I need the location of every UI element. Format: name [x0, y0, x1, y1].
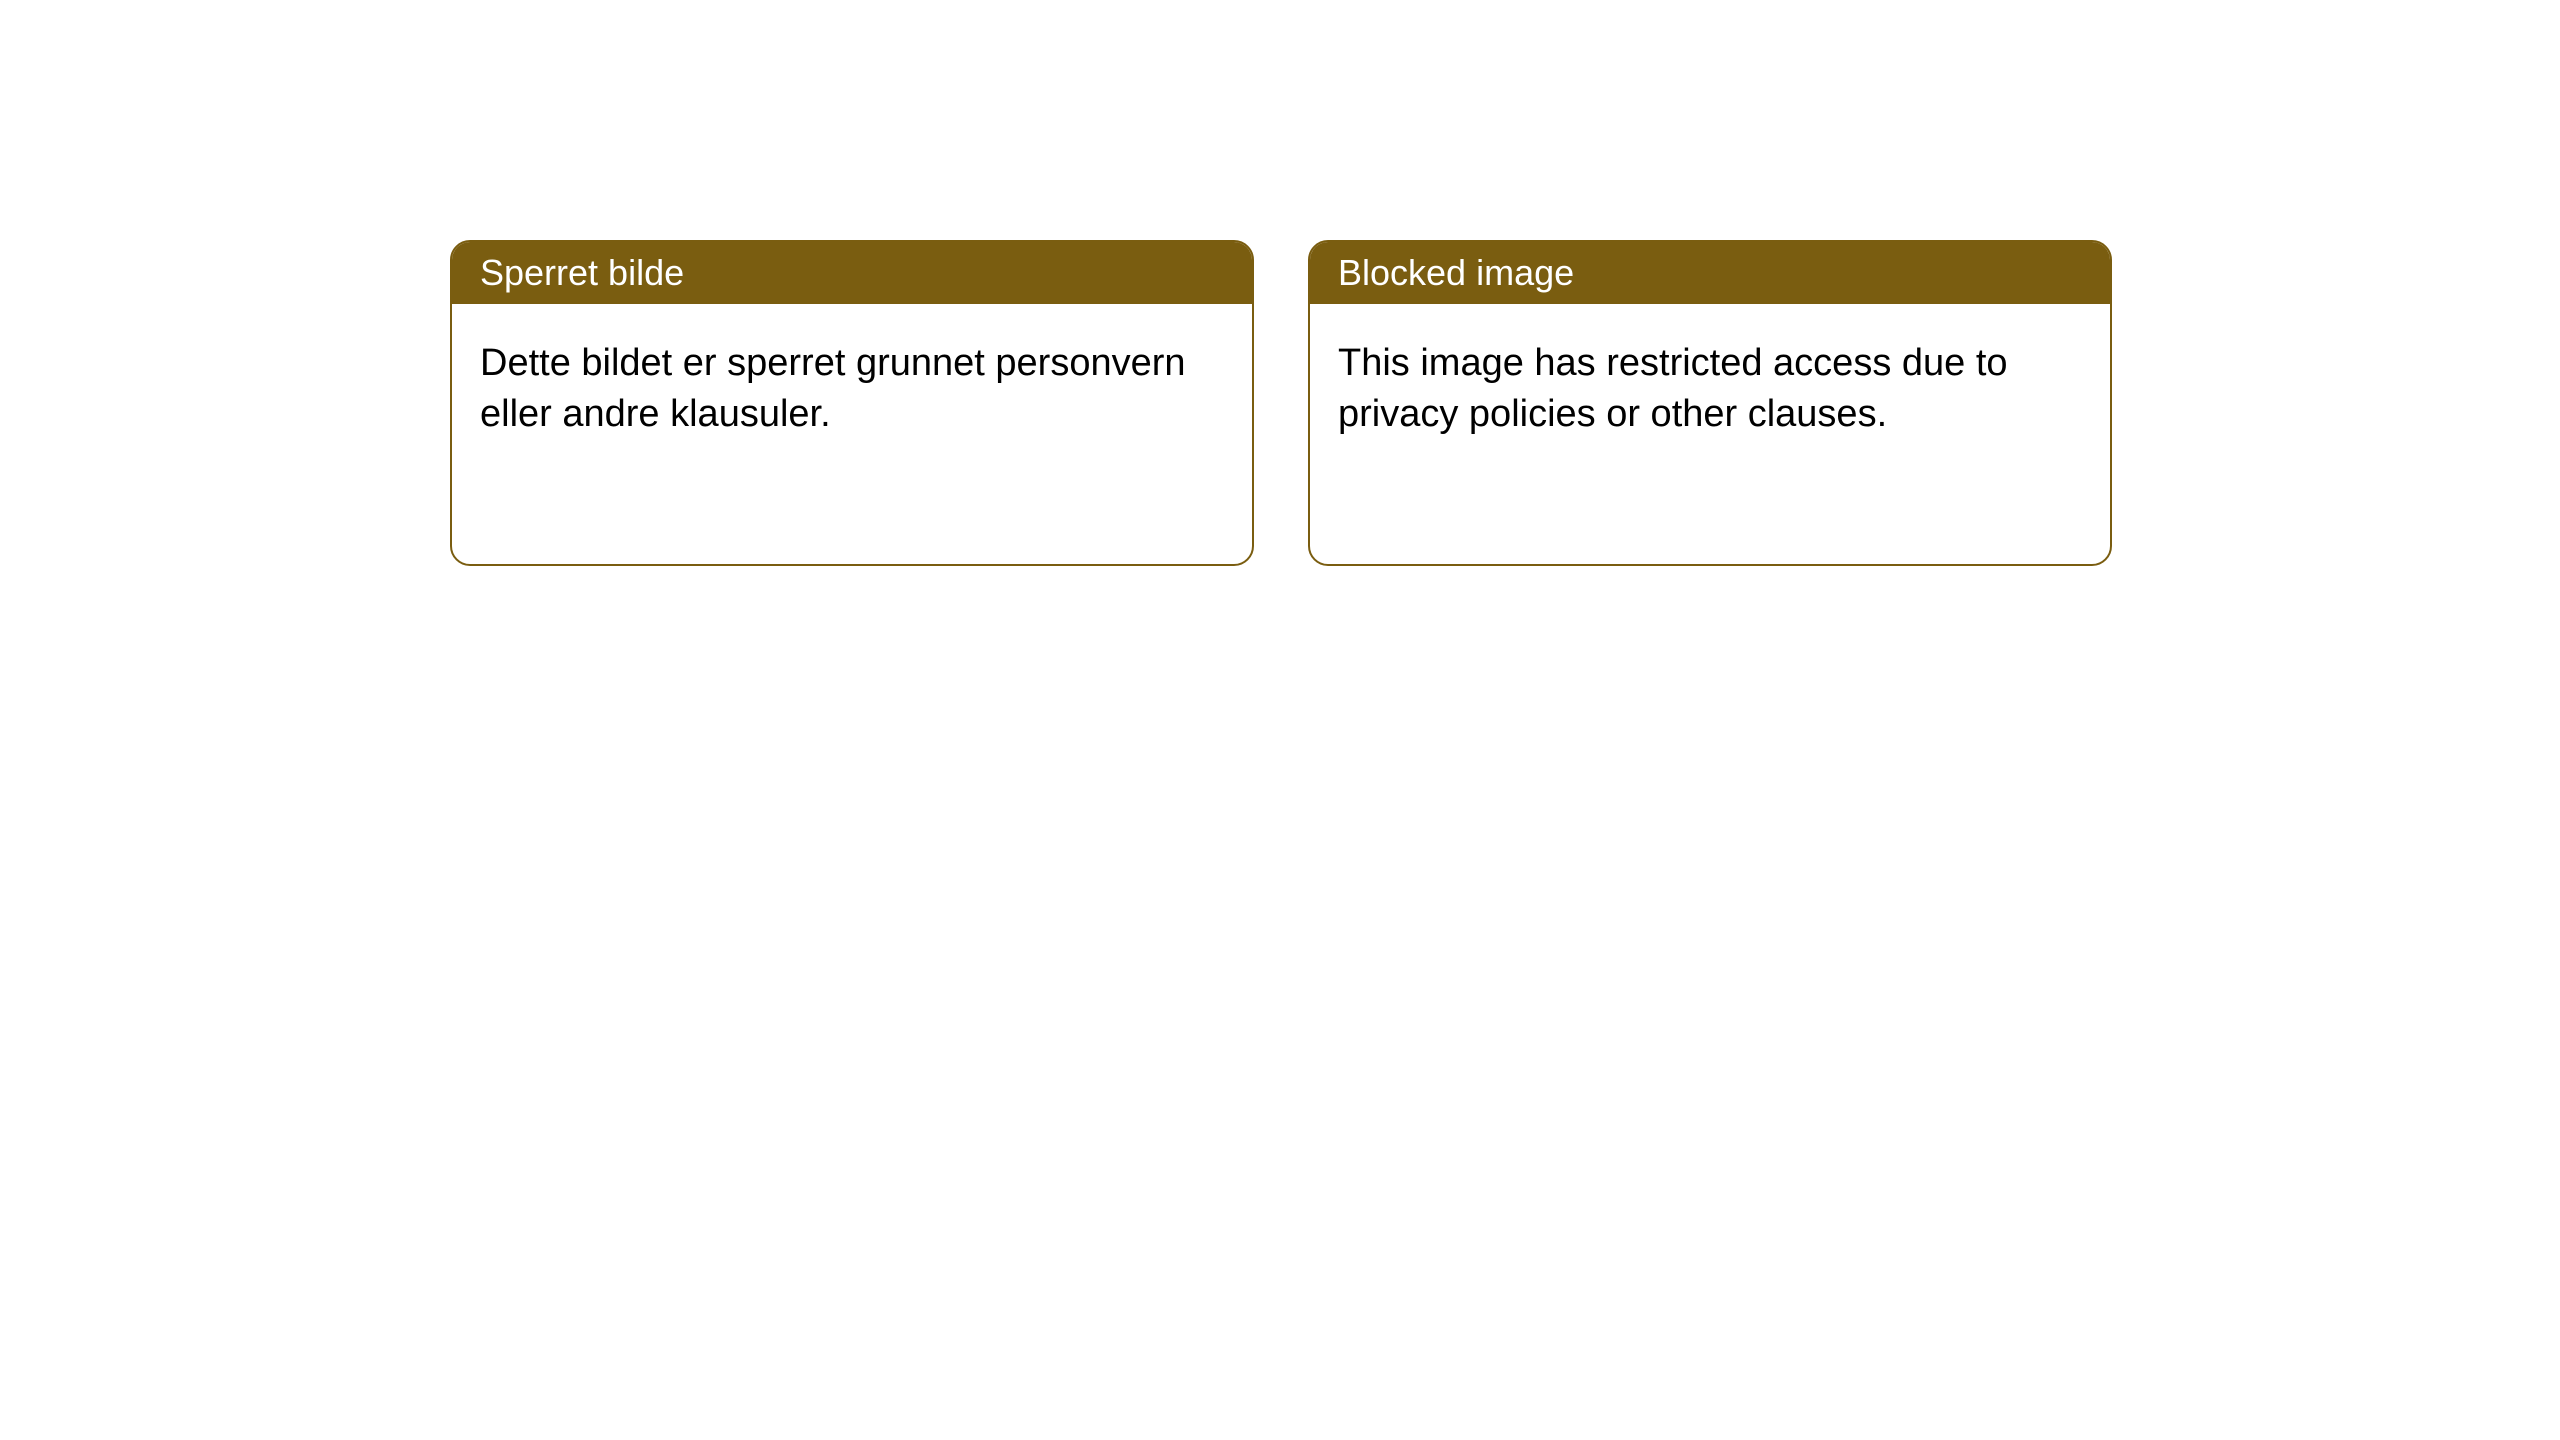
blocked-image-notice-container: Sperret bilde Dette bildet er sperret gr… — [450, 240, 2112, 566]
card-header-no: Sperret bilde — [452, 242, 1252, 304]
card-header-en: Blocked image — [1310, 242, 2110, 304]
blocked-image-card-no: Sperret bilde Dette bildet er sperret gr… — [450, 240, 1254, 566]
blocked-image-card-en: Blocked image This image has restricted … — [1308, 240, 2112, 566]
card-body-no: Dette bildet er sperret grunnet personve… — [452, 304, 1252, 564]
card-body-en: This image has restricted access due to … — [1310, 304, 2110, 564]
